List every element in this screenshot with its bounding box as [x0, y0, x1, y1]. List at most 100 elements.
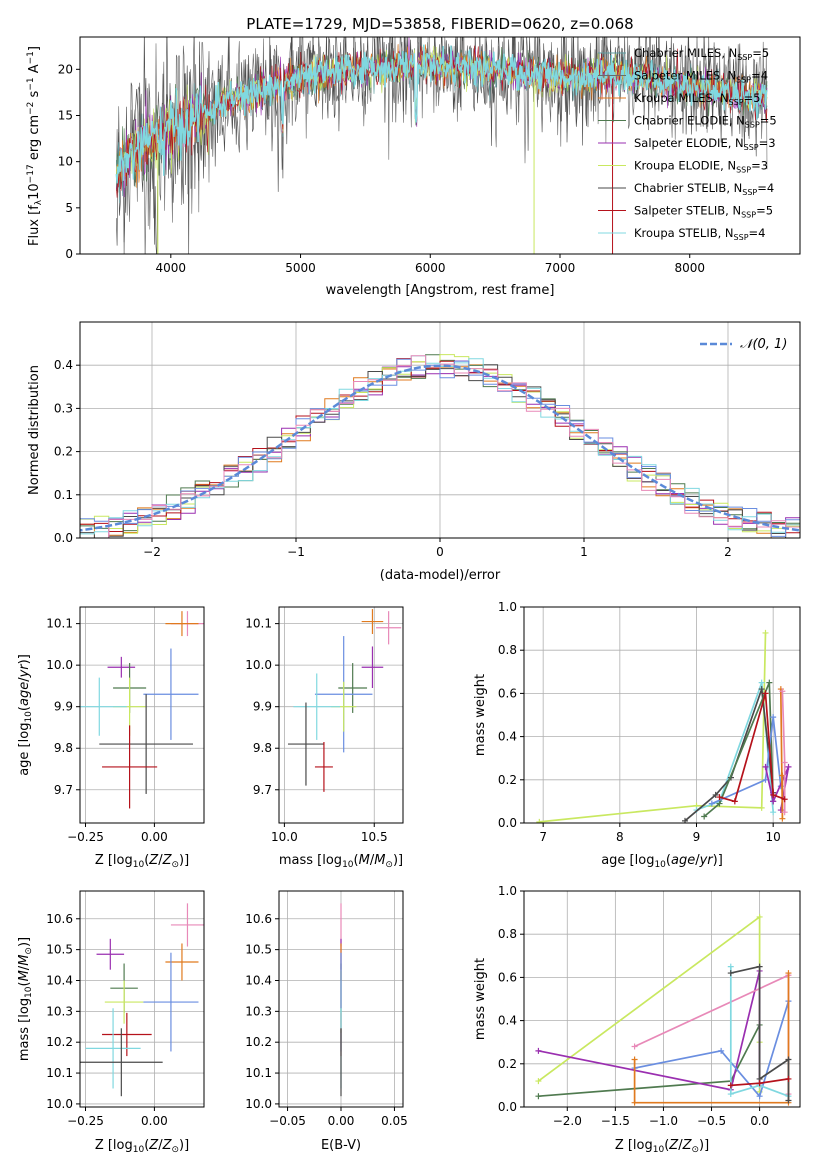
age-vs-Z-ytick-label-3: 10.0 [46, 658, 73, 672]
weight-vs-age-ytick-label-2: 0.4 [498, 730, 517, 744]
weight-vs-Z-series-4-marker-0 [631, 1043, 638, 1050]
age-vs-Z-xtick-label-1: 0.00 [141, 830, 168, 844]
spectrum-xtick-label-2: 6000 [415, 261, 446, 275]
weight-vs-Z-series-7-marker-4 [785, 1097, 792, 1104]
age-vs-Z-ylabel: age [log10(age/yr)] [17, 654, 34, 776]
residuals-ytick-label-3: 0.3 [54, 401, 73, 415]
weight-vs-age-series-5-marker-1 [770, 798, 777, 805]
mass-vs-Z-xtick-label-0: −0.25 [67, 1114, 104, 1128]
weight-vs-Z-xtick-label-1: −1.5 [601, 1114, 630, 1128]
weight-vs-Z-series-3 [634, 1000, 790, 1098]
mass-vs-Z-ylabel: mass [log10(M/M⊙)] [17, 937, 34, 1061]
weight-vs-age-series-0-marker-2 [758, 804, 765, 811]
residuals-xtick-label-0: −2 [143, 545, 161, 559]
spectrum-panel: 4000 5000 6000 7000 8000 0 5 10 15 20 wavelength … [26, 36, 801, 298]
weight-vs-age-series-6-marker-1 [779, 815, 786, 822]
residuals-hist-8 [80, 355, 800, 538]
weight-vs-age-series-8-marker-1 [731, 798, 738, 805]
weight-vs-Z-xlabel: Z [log10(Z/Z⊙)] [615, 1138, 709, 1155]
age-vs-Z-ytick-label-1: 9.8 [54, 741, 73, 755]
weight-vs-Z-series-5-marker-1 [631, 1099, 638, 1106]
weight-vs-Z-series-7-marker-1 [756, 963, 763, 970]
age-vs-Z-xlabel: Z [log10(Z/Z⊙)] [95, 853, 189, 870]
weight-vs-age-panel: 7 8 9 10 0.0 0.2 0.4 0.6 0.8 1.0 age [log10(age/y… [473, 600, 801, 870]
weight-vs-age-xlabel: age [log10(age/yr)] [601, 853, 723, 870]
weight-vs-Z-series-1 [538, 1024, 761, 1098]
mass-vs-ebv-xlabel: E(B-V) [321, 1138, 361, 1153]
weight-vs-Z-series-2-marker-0 [535, 1047, 542, 1054]
mass-vs-Z-ytick-label-1: 10.1 [46, 1066, 73, 1080]
spectrum-xtick-label-4: 8000 [674, 261, 705, 275]
weight-vs-Z-ytick-label-3: 0.6 [498, 970, 517, 984]
residuals-marks [80, 354, 800, 538]
spectrum-ytick-label-1: 5 [65, 201, 73, 215]
age-vs-Z-frame [79, 606, 205, 824]
weight-vs-age-series-5-marker-0 [762, 763, 769, 770]
residuals-xtick-label-4: 2 [724, 545, 732, 559]
spectrum-ytick-label-0: 0 [65, 247, 73, 261]
residuals-xtick-label-3: 1 [580, 545, 588, 559]
weight-vs-age-series-3-marker-2 [766, 679, 773, 686]
spectrum-ytick-label-4: 20 [58, 62, 73, 76]
spectrum-series-6 [116, 37, 768, 254]
weight-vs-Z-ytick-label-0: 0.0 [498, 1100, 517, 1114]
residuals-ytick-label-4: 0.4 [54, 358, 73, 372]
weight-vs-Z-series-6-marker-1 [727, 1091, 734, 1098]
age-vs-Z-marks [80, 611, 204, 809]
mass-vs-Z-ytick-label-2: 10.2 [46, 1035, 73, 1049]
figure-title: PLATE=1729, MJD=53858, FIBERID=0620, z=0… [246, 15, 633, 33]
residuals-ytick-label-1: 0.1 [54, 488, 73, 502]
weight-vs-age-series-3 [703, 682, 775, 818]
residuals-legend: 𝒩(0, 1) [700, 337, 787, 352]
spectrum-ytick-label-3: 15 [58, 108, 73, 122]
mass-vs-Z-marks [80, 903, 204, 1097]
weight-vs-Z-ylabel: mass weight [473, 958, 488, 1040]
age-vs-Z-xtick-label-0: −0.25 [67, 830, 104, 844]
weight-vs-age-series-1-marker-2 [758, 679, 765, 686]
weight-vs-age-series-0-marker-3 [762, 629, 769, 636]
weight-vs-age-ylabel: mass weight [473, 674, 488, 756]
weight-vs-age-series-3-marker-1 [716, 800, 723, 807]
age-vs-mass-ytick-label-1: 9.8 [253, 741, 272, 755]
weight-vs-Z-series-6-marker-0 [727, 963, 734, 970]
weight-vs-age-series-8-marker-3 [770, 791, 777, 798]
mass-vs-ebv-xtick-label-0: −0.05 [269, 1114, 306, 1128]
weight-vs-Z-series-7-marker-0 [727, 970, 734, 977]
age-vs-mass-xlabel: mass [log10(M/M⊙)] [279, 853, 403, 870]
weight-vs-Z-series-5 [633, 973, 790, 1104]
weight-vs-age-series-8-marker-2 [762, 690, 769, 697]
weight-vs-age-series-4-marker-0 [708, 800, 715, 807]
spectrum-legend-label-1: Salpeter MILES, NSSP=4 [634, 69, 768, 85]
weight-vs-Z-series-6 [729, 966, 789, 1097]
age-vs-mass-xtick-label-1: 10.5 [361, 830, 388, 844]
residuals-xlabel: (data-model)/error [380, 568, 501, 583]
mass-vs-ebv-frame [278, 890, 404, 1108]
residuals-legend-label: 𝒩(0, 1) [740, 337, 787, 352]
mass-vs-ebv-panel: −0.05 0.00 0.05 10.0 10.1 10.2 10.3 10.4 10.5 10.… [245, 890, 408, 1153]
mass-vs-ebv-xtick-label-2: 0.05 [381, 1114, 408, 1128]
mass-vs-Z-xtick-label-1: 0.00 [141, 1114, 168, 1128]
weight-vs-Z-marks [535, 913, 792, 1106]
mass-vs-Z-ytick-label-4: 10.4 [46, 973, 73, 987]
mass-vs-ebv-ytick-label-5: 10.5 [245, 943, 272, 957]
residuals-frame [79, 321, 801, 539]
weight-vs-age-ytick-label-0: 0.0 [498, 816, 517, 830]
weight-vs-age-frame [523, 606, 801, 824]
spectrum-xtick-label-1: 5000 [285, 261, 316, 275]
weight-vs-Z-series-0-marker-0 [535, 1078, 542, 1085]
spectrum-frame [79, 36, 801, 255]
weight-vs-Z-frame [523, 890, 801, 1108]
weight-vs-age-series-2-marker-1 [712, 791, 719, 798]
weight-vs-age-ytick-label-4: 0.8 [498, 643, 517, 657]
spectrum-ytick-label-2: 10 [58, 155, 73, 169]
spectrum-series-8 [115, 44, 768, 184]
weight-vs-age-xtick-label-3: 10 [766, 830, 781, 844]
weight-vs-age-series-8-marker-4 [781, 796, 788, 803]
spectrum-legend: Chabrier MILES, NSSP=5 Salpeter MILES, NS… [598, 46, 777, 242]
weight-vs-age-ytick-label-3: 0.6 [498, 686, 517, 700]
age-vs-mass-frame [278, 606, 404, 824]
weight-vs-Z-series-5-marker-0 [631, 1056, 638, 1063]
weight-vs-age-xtick-label-0: 7 [539, 830, 547, 844]
age-vs-mass-ytick-label-2: 9.9 [253, 700, 272, 714]
weight-vs-Z-xtick-label-3: −0.5 [697, 1114, 726, 1128]
